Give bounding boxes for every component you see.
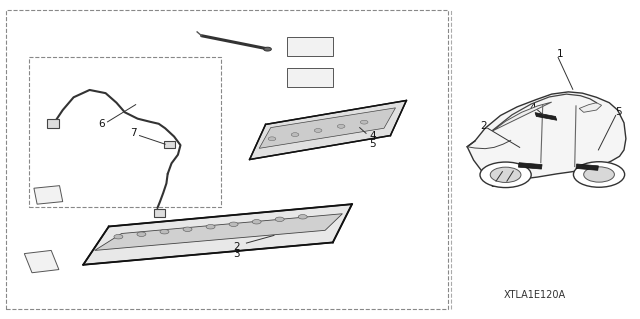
- Circle shape: [314, 129, 322, 132]
- Text: 6: 6: [98, 119, 104, 130]
- Polygon shape: [34, 186, 63, 204]
- Polygon shape: [535, 113, 557, 120]
- Text: 3: 3: [501, 179, 508, 189]
- Polygon shape: [493, 102, 552, 131]
- Circle shape: [264, 47, 271, 51]
- Text: 2: 2: [234, 242, 240, 252]
- Polygon shape: [250, 100, 406, 160]
- Bar: [29, 57, 221, 207]
- Text: 5: 5: [369, 139, 376, 149]
- Circle shape: [480, 162, 531, 188]
- Polygon shape: [95, 214, 342, 250]
- Bar: [287, 37, 333, 56]
- Circle shape: [137, 232, 146, 236]
- Circle shape: [360, 120, 368, 124]
- Text: 4: 4: [530, 102, 536, 113]
- Circle shape: [275, 217, 284, 221]
- Bar: [287, 68, 333, 87]
- Circle shape: [584, 167, 614, 182]
- Text: 5: 5: [615, 107, 621, 117]
- Circle shape: [183, 227, 192, 232]
- Circle shape: [573, 162, 625, 187]
- Circle shape: [229, 222, 238, 226]
- Text: 4: 4: [369, 131, 376, 141]
- Text: 1: 1: [557, 48, 563, 59]
- Circle shape: [291, 133, 299, 137]
- Circle shape: [252, 219, 261, 224]
- Bar: [154, 209, 165, 217]
- Text: 2: 2: [480, 121, 486, 131]
- Bar: [164, 141, 175, 148]
- Circle shape: [114, 234, 123, 239]
- Polygon shape: [576, 164, 598, 170]
- Circle shape: [206, 225, 215, 229]
- Circle shape: [337, 124, 345, 128]
- Polygon shape: [259, 108, 396, 148]
- Circle shape: [160, 229, 169, 234]
- Circle shape: [298, 215, 307, 219]
- Polygon shape: [518, 163, 542, 169]
- Polygon shape: [579, 103, 602, 112]
- Circle shape: [268, 137, 276, 141]
- Circle shape: [490, 167, 521, 182]
- Polygon shape: [24, 250, 59, 273]
- Text: XTLA1E120A: XTLA1E120A: [503, 290, 566, 300]
- Bar: [47, 119, 59, 128]
- Polygon shape: [83, 204, 352, 265]
- Polygon shape: [467, 92, 626, 179]
- Text: 6: 6: [490, 179, 496, 189]
- Text: 7: 7: [130, 128, 136, 138]
- Bar: [6, 10, 448, 309]
- Text: 3: 3: [234, 249, 240, 259]
